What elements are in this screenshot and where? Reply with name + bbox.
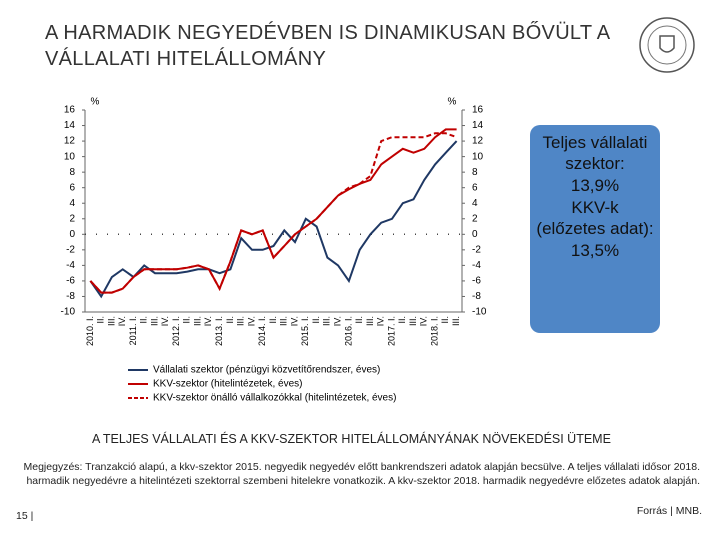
page-number: 15 | bbox=[16, 510, 34, 522]
logo bbox=[639, 17, 695, 73]
y-tick-label: 4 bbox=[69, 198, 75, 209]
note: Megjegyzés: Tranzakció alapú, a kkv-szek… bbox=[23, 461, 701, 487]
x-tick-label: III. bbox=[236, 316, 246, 326]
x-tick-label: 2016. I. bbox=[343, 316, 353, 346]
logo-ring bbox=[639, 17, 695, 73]
y2-tick-label: -10 bbox=[472, 307, 487, 318]
y2-tick-label: 6 bbox=[472, 182, 478, 193]
x-tick-label: IV. bbox=[419, 316, 429, 326]
x-tick-label: III. bbox=[279, 316, 289, 326]
x-tick-label: II. bbox=[440, 316, 450, 324]
x-tick-label: 2014. I. bbox=[257, 316, 267, 346]
y2-tick-label: 8 bbox=[472, 167, 478, 178]
y2-tick-label: 0 bbox=[472, 229, 478, 240]
x-tick-label: IV. bbox=[333, 316, 343, 326]
x-tick-label: IV. bbox=[376, 316, 386, 326]
y-tick-label: -10 bbox=[61, 307, 76, 318]
y-tick-label: -6 bbox=[66, 276, 75, 287]
x-tick-label: IV. bbox=[246, 316, 256, 326]
series-line bbox=[89, 132, 457, 294]
x-tick-label: II. bbox=[96, 316, 106, 324]
x-tick-label: 2017. I. bbox=[386, 316, 396, 346]
y-tick-label: 2 bbox=[69, 213, 75, 224]
y2-tick-label: 12 bbox=[472, 136, 484, 147]
x-tick-label: III. bbox=[149, 316, 159, 326]
y2-unit: % bbox=[448, 97, 457, 108]
x-tick-label: II. bbox=[182, 316, 192, 324]
legend-label: KKV-szektor önálló vállalkozókkal (hitel… bbox=[153, 393, 396, 404]
x-tick-label: 2012. I. bbox=[171, 316, 181, 346]
y-tick-label: 6 bbox=[69, 182, 75, 193]
x-tick-label: III. bbox=[192, 316, 202, 326]
x-tick-label: IV. bbox=[289, 316, 299, 326]
y-unit: % bbox=[91, 97, 100, 108]
y2-tick-label: -4 bbox=[472, 260, 481, 271]
x-tick-label: 2018. I. bbox=[429, 316, 439, 346]
x-tick-label: II. bbox=[268, 316, 278, 324]
x-tick-label: III. bbox=[106, 316, 116, 326]
x-tick-label: III. bbox=[451, 316, 461, 326]
y2-tick-label: 14 bbox=[472, 120, 484, 131]
series-line bbox=[89, 128, 457, 294]
source: Forrás | MNB. bbox=[636, 505, 702, 517]
slide-title: A HARMADIK NEGYEDÉVBEN IS DINAMIKUSAN BŐ… bbox=[45, 22, 610, 70]
y-tick-label: 8 bbox=[69, 167, 75, 178]
y2-tick-label: 16 bbox=[472, 105, 484, 116]
chart: % % -10 -8 -6 -4 -2 0 2 4 6 8 10 12 14 16 -10 -8 -6 -4 -2 0 2 4… bbox=[61, 97, 487, 404]
y2-tick-label: -2 bbox=[472, 244, 481, 255]
callout-text: Teljes vállalati szektor: bbox=[542, 133, 648, 173]
y2-tick-label: 10 bbox=[472, 151, 484, 162]
x-tick-label: IV. bbox=[117, 316, 127, 326]
y-tick-label: -8 bbox=[66, 291, 75, 302]
x-tick-label: IV. bbox=[203, 316, 213, 326]
x-tick-label: II. bbox=[225, 316, 235, 324]
y-tick-label: 0 bbox=[69, 229, 75, 240]
y2-tick-label: -6 bbox=[472, 276, 481, 287]
x-tick-label: IV. bbox=[160, 316, 170, 326]
y2-tick-label: -8 bbox=[472, 291, 481, 302]
legend-label: KKV-szektor (hitelintézetek, éves) bbox=[153, 379, 303, 390]
callout-box: Teljes vállalati szektor: 13,9% KKV-k (e… bbox=[530, 125, 660, 333]
x-tick-label: II. bbox=[354, 316, 364, 324]
y-tick-label: -2 bbox=[66, 244, 75, 255]
x-tick-label: III. bbox=[365, 316, 375, 326]
x-tick-label: II. bbox=[397, 316, 407, 324]
x-tick-label: 2011. I. bbox=[128, 316, 138, 345]
y-tick-label: -4 bbox=[66, 260, 75, 271]
callout-value: 13,9% bbox=[570, 176, 620, 195]
y-tick-label: 14 bbox=[64, 120, 76, 131]
callout-text: KKV-k (előzetes adat): bbox=[536, 198, 654, 238]
chart-caption: A TELJES VÁLLALATI ÉS A KKV-SZEKTOR HITE… bbox=[92, 432, 611, 446]
y-tick-label: 16 bbox=[64, 105, 76, 116]
y2-tick-label: 4 bbox=[472, 198, 478, 209]
x-tick-label: III. bbox=[408, 316, 418, 326]
x-tick-label: II. bbox=[139, 316, 149, 324]
x-tick-label: II. bbox=[311, 316, 321, 324]
x-tick-label: 2010. I. bbox=[85, 316, 95, 346]
legend-label: Vállalati szektor (pénzügyi közvetítőren… bbox=[153, 365, 380, 376]
x-tick-label: 2013. I. bbox=[214, 316, 224, 346]
x-tick-label: 2015. I. bbox=[300, 316, 310, 346]
y2-tick-label: 2 bbox=[472, 213, 478, 224]
callout-value: 13,5% bbox=[570, 241, 620, 260]
series-line bbox=[89, 140, 458, 299]
y-tick-label: 12 bbox=[64, 136, 76, 147]
x-tick-label: III. bbox=[322, 316, 332, 326]
logo-shield bbox=[659, 35, 675, 53]
y-tick-label: 10 bbox=[64, 151, 76, 162]
logo-inner bbox=[647, 25, 687, 65]
